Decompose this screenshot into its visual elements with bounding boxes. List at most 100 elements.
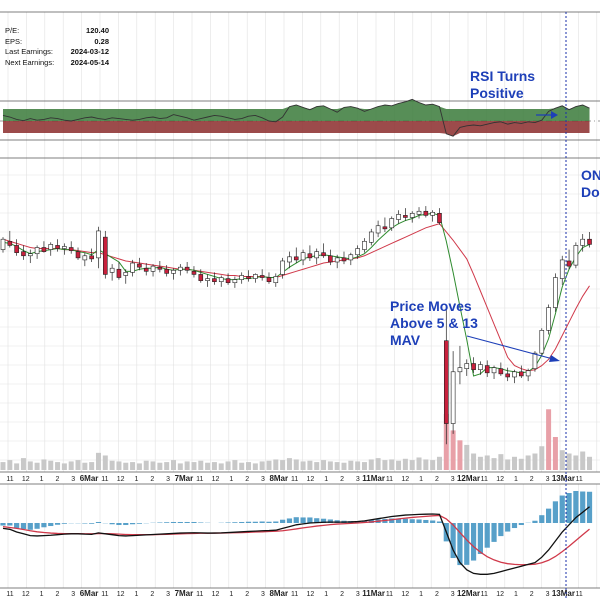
x-tick-label: 1 [419, 476, 423, 483]
x-tick-label: 13Mar [552, 474, 575, 483]
volume-bar [457, 440, 463, 470]
x-tick-label: 13Mar [552, 589, 575, 598]
candle-body [82, 255, 88, 261]
x-tick-label: 2 [530, 591, 534, 598]
macd-histogram-bar [505, 523, 511, 532]
volume-bar [491, 458, 497, 470]
x-tick-label: 1 [40, 591, 44, 598]
x-tick-label: 1 [40, 476, 44, 483]
candle-body [178, 266, 183, 271]
macd-histogram-bar [191, 521, 197, 523]
volume-bar [368, 459, 374, 470]
candle-body [14, 245, 19, 253]
x-tick-label: 6Mar [80, 589, 99, 598]
volume-bar [150, 461, 156, 470]
macd-histogram-bar [20, 523, 27, 530]
rsi-positive-fill [3, 99, 590, 121]
x-tick-label: 6Mar [80, 474, 99, 483]
volume-bar [321, 460, 327, 470]
volume-bar [280, 460, 286, 470]
macd-histogram-bar [307, 517, 313, 523]
volume-bar [48, 460, 54, 470]
volume-bar [225, 461, 231, 470]
macd-histogram-bar [402, 518, 408, 523]
candle-body [232, 279, 238, 284]
volume-bar [341, 462, 347, 470]
macd-histogram-bar [252, 521, 258, 523]
volume-bar [20, 458, 26, 470]
candle-body [239, 275, 244, 280]
annotation-overlay [466, 12, 567, 600]
macd-histogram-bar [389, 518, 395, 523]
volume-bar [123, 462, 129, 470]
candle-body [130, 262, 135, 273]
candle-body [48, 244, 54, 250]
candle-body [580, 238, 586, 246]
macd-histogram-bar [300, 517, 306, 523]
x-tick-label: 11 [386, 476, 393, 483]
x-tick-label: 12 [401, 591, 409, 598]
candle-body [559, 259, 565, 279]
x-tick-label: 11 [291, 591, 298, 598]
volume-bar [177, 463, 183, 470]
volume-bar [525, 455, 531, 470]
stats-box: P/E: 120.40 EPS: 0.28 Last Earnings: 2024-0… [5, 26, 109, 68]
macd-histogram-bar [423, 519, 429, 523]
macd-histogram-bar [116, 523, 122, 526]
candle-body [368, 231, 374, 243]
volume-bar [477, 456, 483, 470]
x-tick-label: 11 [481, 476, 488, 483]
candle-body [389, 218, 395, 229]
ma-5-line [2, 212, 590, 377]
candle-body [171, 269, 176, 274]
stat-value: 0.28 [94, 36, 109, 46]
macd-histogram-bar [273, 521, 279, 523]
volume-bar [116, 461, 122, 470]
candle-body [62, 246, 67, 249]
x-tick-label: 3 [356, 476, 360, 483]
candle-body [307, 253, 313, 259]
x-tick-label: 12 [117, 476, 125, 483]
candle-body [505, 373, 510, 378]
macd-histogram-bar [89, 523, 95, 524]
x-tick-label: 11 [101, 591, 108, 598]
x-tick-label: 12 [307, 591, 315, 598]
x-tick-label: 2 [245, 591, 249, 598]
candle-body [21, 251, 26, 257]
candle-body [430, 211, 435, 216]
volume-bar [259, 461, 265, 470]
macd-histogram-bar [464, 523, 470, 565]
rsi-panel [0, 98, 600, 137]
annotation-rsi: RSI Turns Positive [470, 68, 536, 101]
volume-bar [0, 462, 6, 470]
volume-bar [293, 459, 299, 470]
x-tick-label: 11 [481, 591, 488, 598]
x-tick-label: 1 [135, 476, 139, 483]
x-tick-label: 1 [419, 591, 423, 598]
candle-body [478, 364, 483, 371]
price-arrowhead [549, 355, 560, 362]
x-tick-label: 11 [386, 591, 393, 598]
macd-histogram-bar [136, 523, 142, 524]
candle-body [423, 210, 429, 216]
volume-bar [266, 460, 272, 470]
candle-body [573, 245, 579, 266]
candle-body [205, 278, 210, 281]
macd-histogram-bar [498, 523, 504, 537]
volume-bar [348, 460, 354, 470]
volume-bar [27, 461, 33, 470]
x-tick-label: 1 [514, 476, 518, 483]
volume-bar [82, 462, 88, 470]
price-panel [0, 206, 592, 445]
macd-histogram-bar [170, 521, 177, 523]
macd-histogram-bar [436, 521, 443, 523]
x-tick-label: 3 [546, 476, 550, 483]
volume-bar [68, 461, 74, 470]
x-tick-label: 2 [245, 476, 249, 483]
macd-histogram-bar [416, 519, 422, 523]
macd-histogram-bar [395, 518, 402, 523]
x-tick-label: 11 [6, 591, 13, 598]
volume-bar [205, 462, 211, 470]
macd-histogram-bar [54, 523, 61, 525]
